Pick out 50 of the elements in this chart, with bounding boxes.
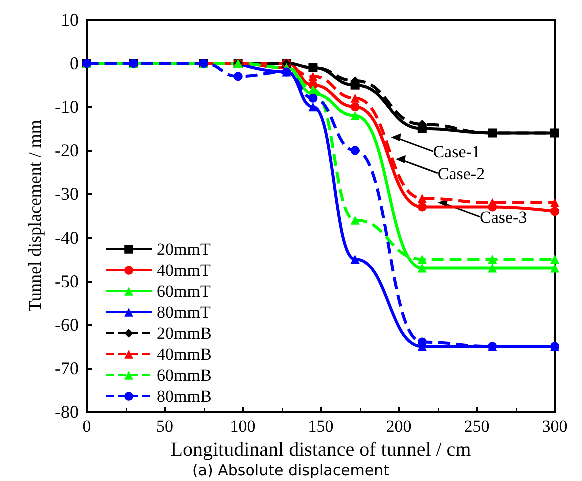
x-tick-label: 200: [386, 417, 412, 436]
x-tick-label: 150: [308, 417, 334, 436]
point: [550, 207, 560, 216]
point: [234, 72, 243, 82]
legend-label: 80mmT: [157, 303, 212, 322]
point: [488, 255, 498, 264]
point: [350, 102, 360, 112]
point: [418, 255, 427, 264]
point: [350, 255, 360, 264]
point: [350, 111, 360, 120]
legend-label: 40mmT: [157, 261, 212, 280]
y-axis-title: Tunnel displacement / mm: [25, 120, 46, 312]
y-tick-label: -30: [55, 184, 79, 204]
legend-label: 40mmB: [157, 345, 212, 364]
legend-label: 20mmB: [157, 324, 212, 343]
point: [350, 94, 360, 103]
point: [350, 146, 360, 156]
x-tick-label: 250: [464, 417, 490, 436]
point: [550, 264, 560, 273]
y-tick-label: -10: [55, 97, 79, 118]
y-tick-label: -80: [55, 402, 79, 422]
y-tick-label: 0: [70, 54, 79, 74]
legend-label: 60mmB: [157, 366, 212, 385]
legend-label: 20mmT: [157, 240, 212, 259]
point: [550, 255, 560, 264]
y-tick-label: 10: [61, 10, 79, 30]
legend-label: 80mmB: [157, 387, 212, 406]
x-tick-label: 0: [82, 417, 92, 436]
y-tick-label: -40: [55, 228, 79, 248]
legend-label: 60mmT: [157, 282, 212, 301]
annotation: Case-2: [438, 164, 486, 184]
point: [418, 194, 427, 204]
y-tick-label: -20: [55, 140, 79, 161]
point: [350, 216, 360, 225]
y-tick-label: -60: [55, 314, 79, 335]
x-axis-title: Longitudinanl distance of tunnel / cm: [170, 438, 472, 461]
y-tick-label: -50: [55, 271, 79, 292]
y-tick-label: -70: [55, 358, 79, 378]
x-tick-label: 100: [230, 417, 256, 436]
x-tick-label: 300: [542, 417, 568, 436]
point: [418, 202, 427, 212]
x-tick-label: 50: [156, 417, 174, 436]
point: [308, 72, 318, 82]
annotation: Case-1: [433, 142, 480, 162]
point: [550, 198, 560, 208]
point: [308, 94, 318, 103]
annotation: Case-3: [480, 208, 528, 227]
point: [488, 264, 498, 273]
point: [418, 264, 427, 273]
point: [308, 102, 318, 112]
